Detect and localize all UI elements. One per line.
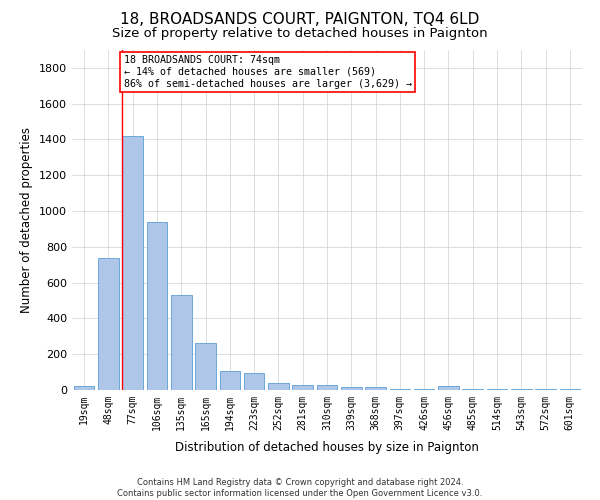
Text: Size of property relative to detached houses in Paignton: Size of property relative to detached ho… [112,28,488,40]
Bar [195,342,216,390]
Y-axis label: Number of detached properties: Number of detached properties [20,127,34,313]
Bar [341,388,362,390]
Bar [414,389,434,390]
X-axis label: Distribution of detached houses by size in Paignton: Distribution of detached houses by size … [175,441,479,454]
Bar [389,389,410,390]
Bar [74,386,94,390]
Bar [535,389,556,390]
Bar [98,258,119,390]
Bar [244,373,265,390]
Bar [560,389,580,390]
Text: 18, BROADSANDS COURT, PAIGNTON, TQ4 6LD: 18, BROADSANDS COURT, PAIGNTON, TQ4 6LD [121,12,479,28]
Bar [463,389,483,390]
Bar [438,386,459,390]
Bar [268,383,289,390]
Bar [122,136,143,390]
Bar [317,385,337,390]
Bar [146,222,167,390]
Bar [511,389,532,390]
Text: 18 BROADSANDS COURT: 74sqm
← 14% of detached houses are smaller (569)
86% of sem: 18 BROADSANDS COURT: 74sqm ← 14% of deta… [124,56,412,88]
Bar [171,295,191,390]
Bar [220,371,240,390]
Bar [487,389,508,390]
Text: Contains HM Land Registry data © Crown copyright and database right 2024.
Contai: Contains HM Land Registry data © Crown c… [118,478,482,498]
Bar [365,388,386,390]
Bar [292,385,313,390]
